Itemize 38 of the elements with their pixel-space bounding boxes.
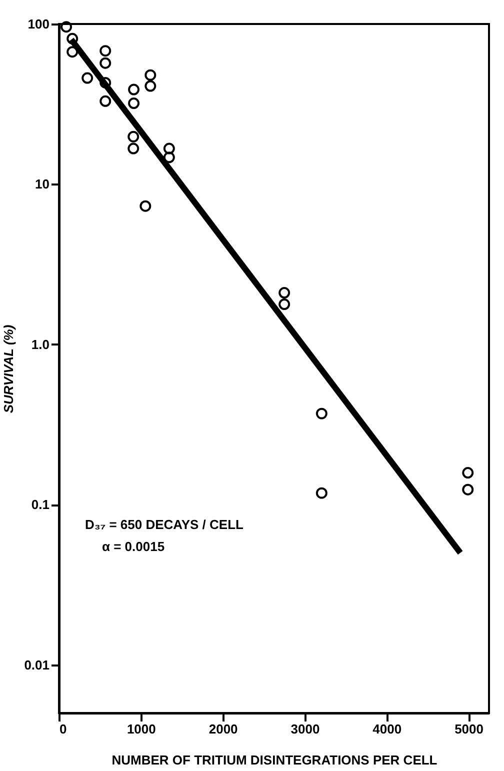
point <box>316 487 328 499</box>
x-tick-label: 3000 <box>290 722 320 736</box>
point <box>100 57 112 69</box>
annotation: D₃₇ = 650 DECAYS / CELL <box>85 516 244 532</box>
point <box>100 45 112 57</box>
point <box>144 69 156 81</box>
point <box>278 287 290 299</box>
point <box>163 142 175 154</box>
point <box>100 95 112 107</box>
x-tick-label: 1000 <box>126 722 156 736</box>
y-tick-label: 10 <box>35 176 50 192</box>
x-axis-title: NUMBER OF TRITIUM DISINTEGRATIONS PER CELL <box>112 752 438 768</box>
point <box>100 76 112 88</box>
x-tick-label: 0 <box>60 722 67 736</box>
x-tick-label: 4000 <box>372 722 402 736</box>
point <box>144 80 156 92</box>
point <box>60 21 72 33</box>
point <box>128 130 140 142</box>
point <box>128 98 140 110</box>
annotation: α = 0.0015 <box>102 538 165 554</box>
point <box>163 152 175 164</box>
point <box>66 46 78 58</box>
point <box>128 142 140 154</box>
y-axis-title: SURVIVAL (%) <box>1 324 16 414</box>
x-tick-label: 5000 <box>454 722 484 736</box>
point <box>316 408 328 420</box>
point <box>278 298 290 310</box>
y-tick-label: 0.1 <box>31 497 50 512</box>
y-tick-label: 1.0 <box>31 336 50 352</box>
point <box>462 467 474 478</box>
y-tick-label: 0.01 <box>24 657 50 672</box>
y-tick-label: 100 <box>28 16 50 32</box>
point <box>82 72 94 84</box>
x-tick-label: 2000 <box>208 722 238 736</box>
point <box>140 200 152 212</box>
point <box>462 484 474 496</box>
point <box>128 84 140 96</box>
point <box>66 32 78 44</box>
